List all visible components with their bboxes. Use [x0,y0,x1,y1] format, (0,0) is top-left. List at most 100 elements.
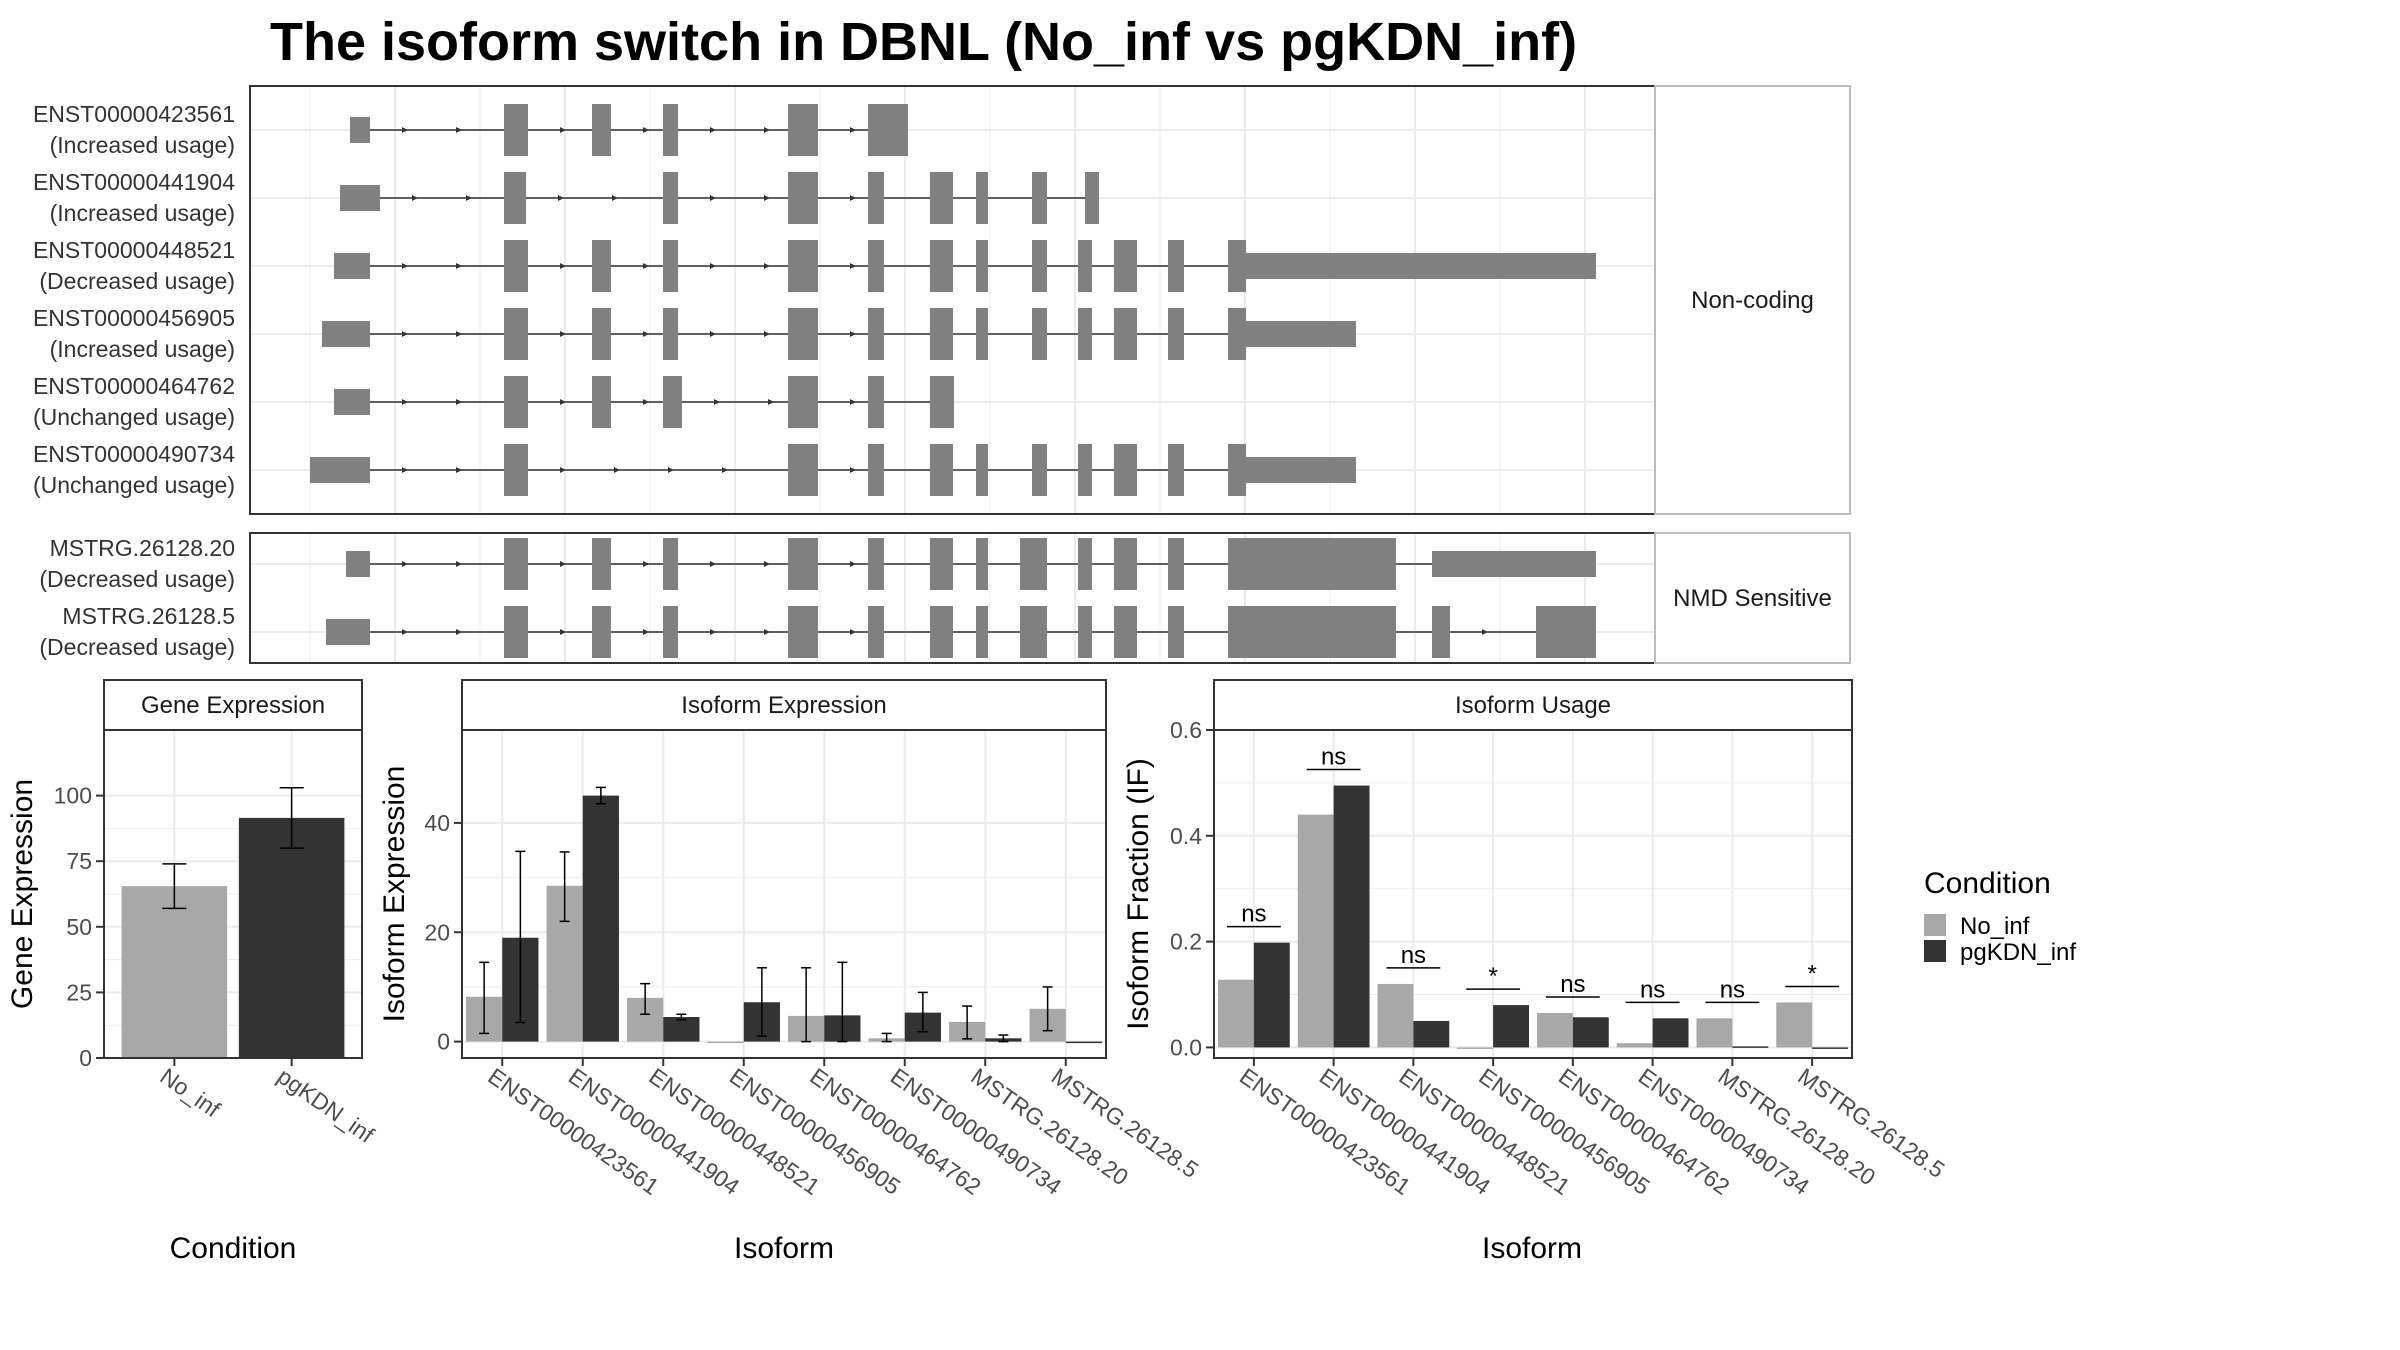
exon-block [788,308,818,360]
structure-strip [1654,532,1851,664]
intron-direction-arrow [456,127,462,133]
intron-direction-arrow [850,263,856,269]
bar [1572,1017,1609,1048]
significance-label: ns [1640,976,1665,1003]
isoform-id-label: ENST00000490734 [33,441,235,467]
isoform-structure-plot: ENST00000423561 (Increased usage) ENST0000… [33,85,1851,664]
intron-direction-arrow [558,195,564,201]
isoform-usage-label: (Increased usage) [50,200,235,226]
exon-block [504,376,528,428]
exon-block [1246,538,1396,590]
exon-block [976,538,988,590]
intron-direction-arrow [710,331,716,337]
exon-block [976,606,988,658]
bar [1732,1046,1769,1048]
bar [1616,1043,1653,1048]
exon-block [788,172,818,224]
isoform-usage-label: (Increased usage) [50,336,235,362]
legend-title: Condition [1924,867,2051,900]
exon-block [1078,444,1092,496]
bar [1333,785,1370,1048]
exon-block [1020,538,1047,590]
exon-block [663,240,678,292]
exon-block [930,444,953,496]
isoform-id-label: MSTRG.26128.5 [62,603,235,629]
bar [582,795,619,1042]
exon-block [1114,538,1137,590]
exon-block [504,444,528,496]
isoform-id-label: MSTRG.26128.20 [50,535,235,561]
intron-direction-arrow [402,127,408,133]
intron-direction-arrow [764,195,770,201]
bar [1652,1018,1689,1048]
exon-block [1246,606,1396,658]
y-tick-label: 0.0 [1170,1034,1202,1060]
exon-block [504,538,528,590]
y-tick-label: 0.6 [1170,717,1202,743]
exon-block [592,606,611,658]
intron-direction-arrow [560,561,566,567]
isoform-id-label: ENST00000441904 [33,169,235,195]
intron-direction-arrow [560,263,566,269]
intron-direction-arrow [850,467,856,473]
figure-title: The isoform switch in DBNL (No_inf vs pg… [270,12,1577,72]
isoform-usage-label: (Increased usage) [50,132,235,158]
intron-direction-arrow [643,127,649,133]
isoform-usage-label: (Unchanged usage) [33,404,235,430]
significance-label: * [1488,963,1497,990]
significance-label: ns [1321,744,1346,771]
x-axis-title: Isoform [1482,1232,1582,1265]
exon-block [930,240,953,292]
exon-block [976,444,988,496]
intron-direction-arrow [402,467,408,473]
bar [1536,1013,1573,1048]
intron-direction-arrow [768,399,774,405]
isoform-usage-label: (Decreased usage) [39,634,235,660]
intron-direction-arrow [643,629,649,635]
exon-block [663,538,678,590]
y-axis-title: Isoform Expression [378,766,411,1023]
intron-direction-arrow [456,263,462,269]
exon-block [976,172,988,224]
legend-swatch-pgkdn-inf [1924,940,1946,962]
facet-strip-label: Gene Expression [141,692,325,719]
bar [121,886,228,1058]
intron-direction-arrow [643,263,649,269]
exon-block [1228,444,1246,496]
isoform-usage-label: (Decreased usage) [39,566,235,592]
bar [238,817,345,1058]
structure-panel-0: ENST00000423561 (Increased usage) ENST0000… [33,85,1851,515]
significance-label: ns [1241,901,1266,928]
structure-panel-bg [250,86,1655,514]
isoform-usage-label: (Decreased usage) [39,268,235,294]
intron-direction-arrow [764,561,770,567]
exon-block [1228,308,1246,360]
exon-block [788,538,818,590]
significance-label: ns [1720,976,1745,1003]
exon-block [1228,240,1246,292]
exon-block [663,606,678,658]
intron-direction-arrow [456,467,462,473]
exon-block [1228,538,1246,590]
exon-block [1246,253,1596,279]
intron-direction-arrow [710,263,716,269]
x-tick-label: No_inf [155,1063,225,1123]
intron-direction-arrow [764,331,770,337]
exon-block [504,308,528,360]
exon-block [1032,240,1047,292]
intron-direction-arrow [456,629,462,635]
facet-strip-label: Isoform Expression [681,692,886,719]
intron-direction-arrow [402,399,408,405]
exon-block [868,240,884,292]
exon-block [900,104,908,156]
bar [1377,983,1414,1048]
exon-block [1168,538,1184,590]
exon-block [1020,606,1047,658]
exon-block [976,308,988,360]
significance-label: ns [1560,971,1585,998]
exon-block [868,308,884,360]
y-axis-title: Gene Expression [6,779,39,1009]
intron-direction-arrow [714,399,720,405]
